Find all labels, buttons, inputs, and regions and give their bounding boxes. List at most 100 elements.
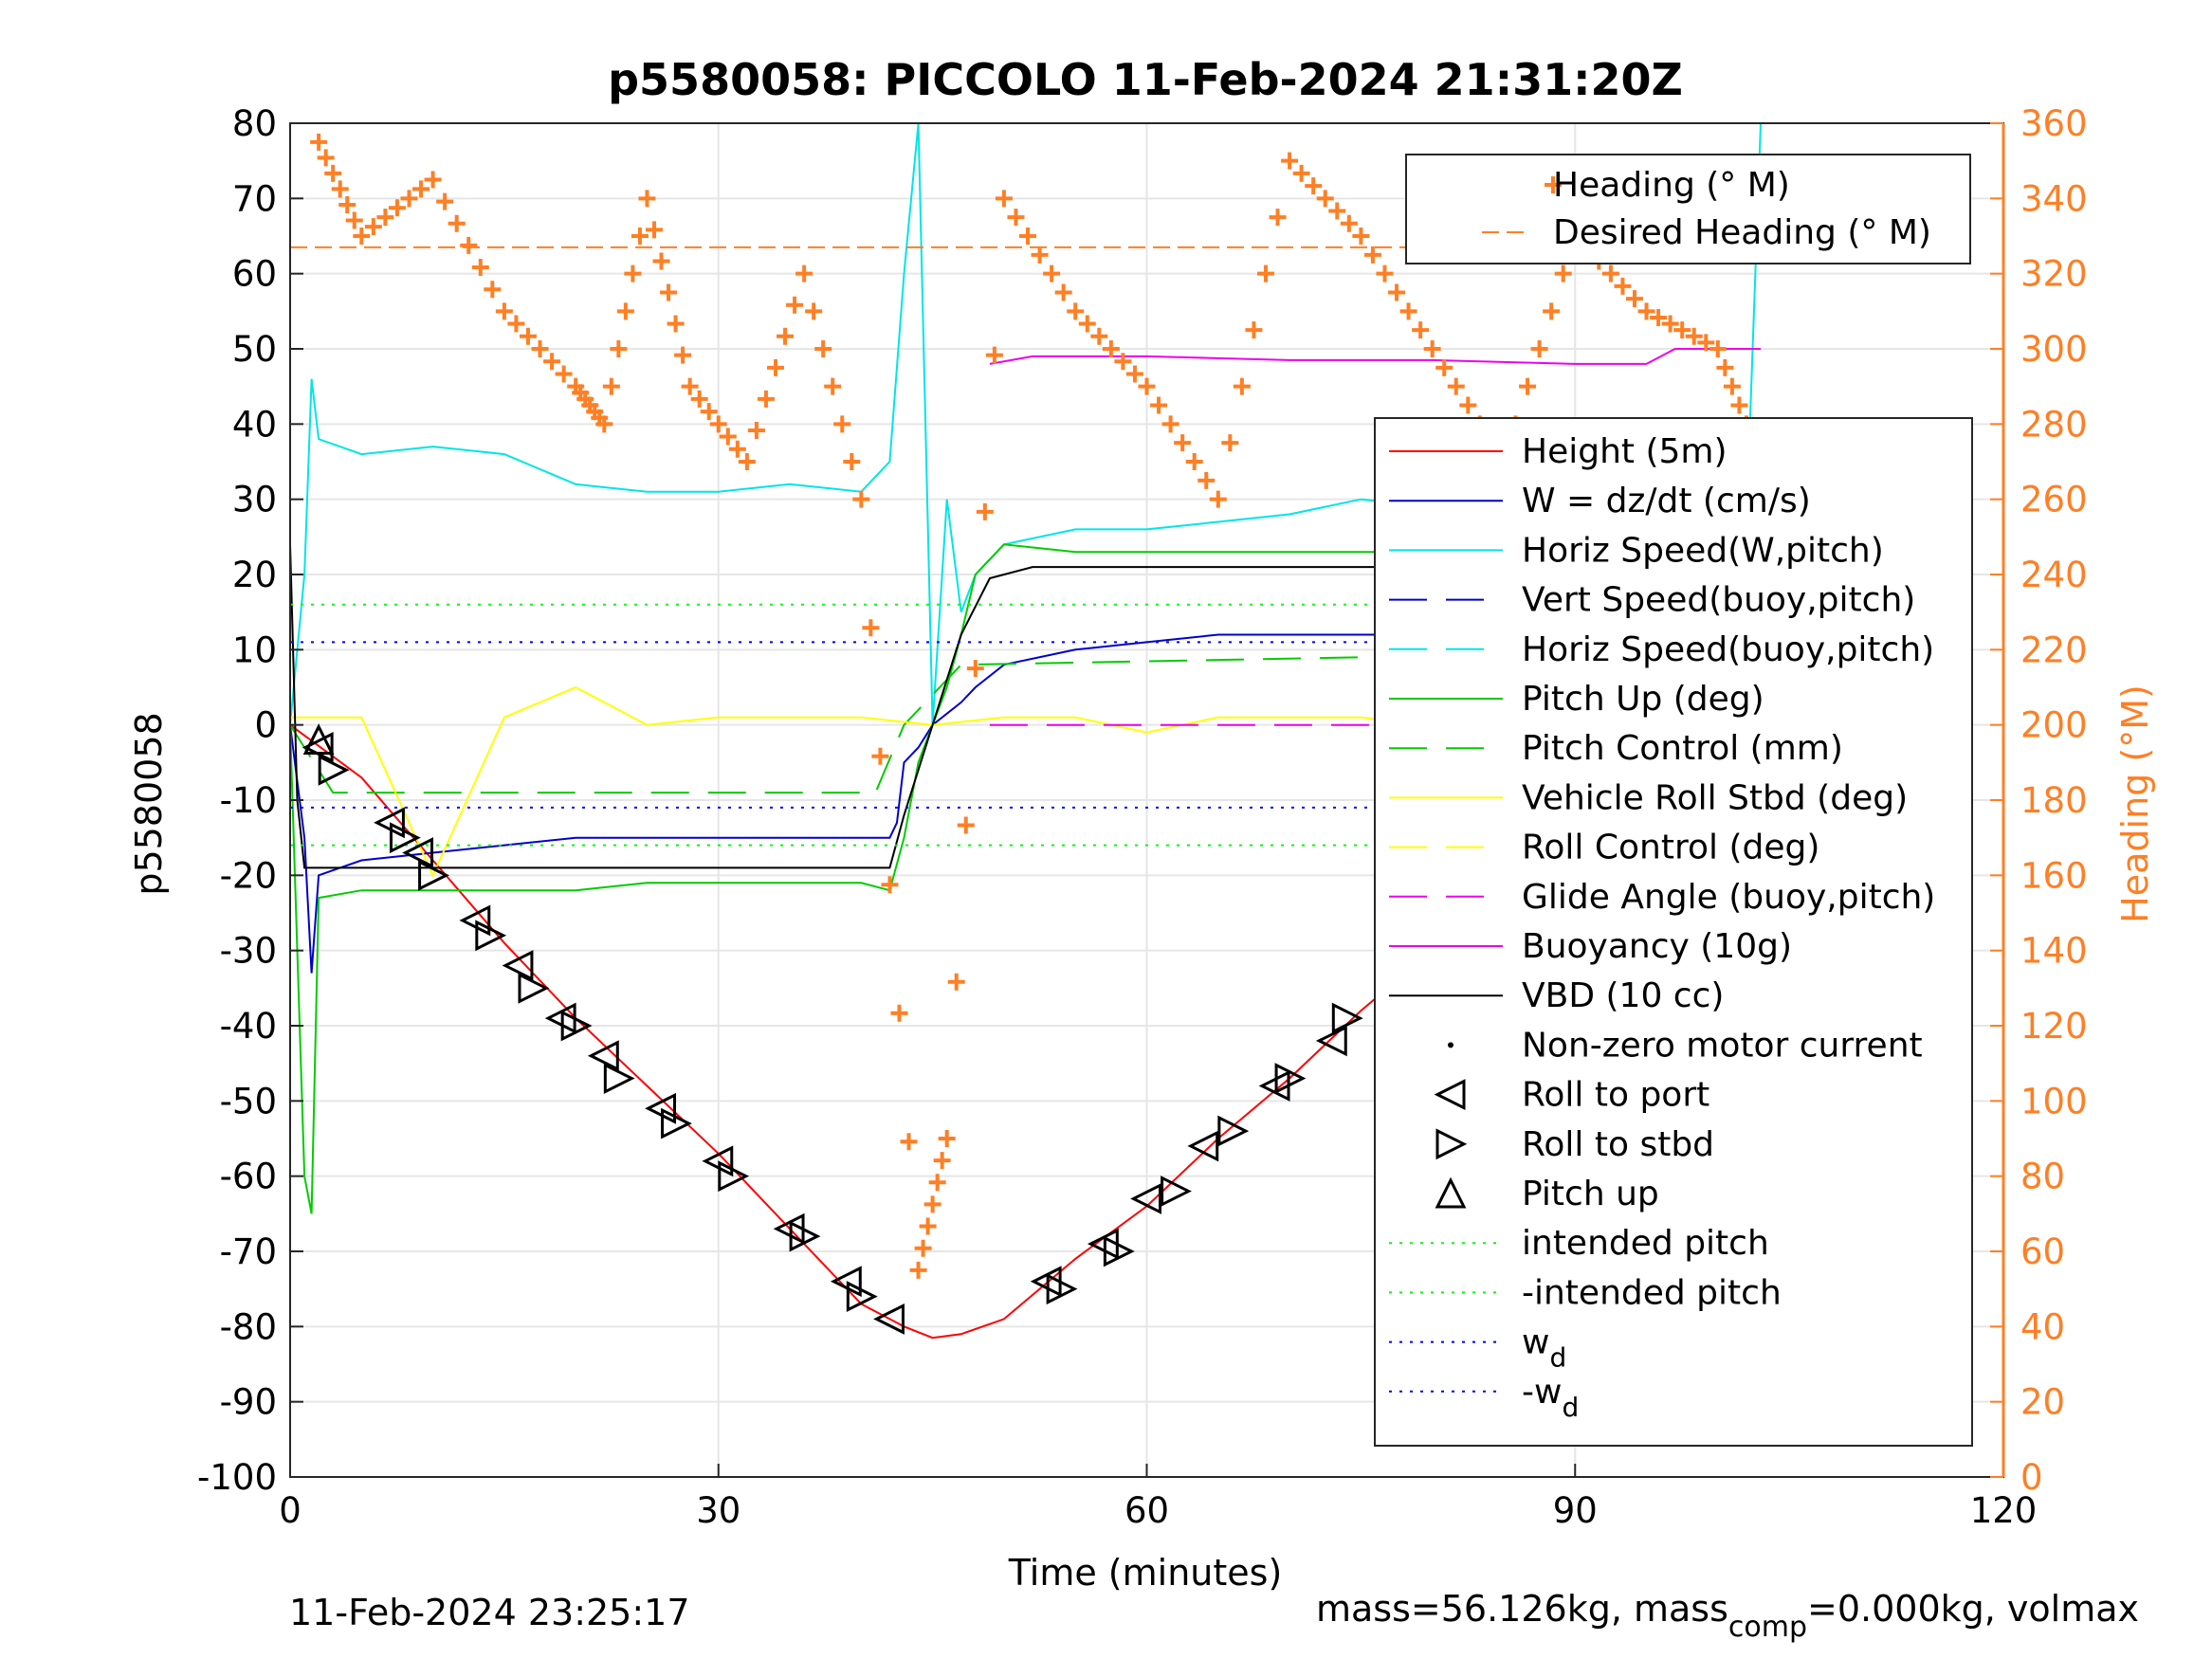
heading-point [1114, 353, 1132, 371]
heading-point [1209, 490, 1227, 508]
heading-point [852, 490, 870, 508]
y-tick-label-left: -90 [220, 1382, 277, 1423]
heading-point [1614, 277, 1632, 295]
y-tick-label-right: 200 [2020, 705, 2088, 746]
y-tick-label-left: 60 [232, 254, 277, 295]
roll-to-stbd-marker [475, 920, 507, 952]
heading-point [1125, 365, 1143, 383]
x-tick-label: 30 [696, 1490, 740, 1531]
heading-point [947, 973, 965, 991]
main-legend: Height (5m) W = dz/dt (cm/s) Horiz Speed(W… [1374, 417, 1973, 1447]
heading-point [805, 302, 823, 320]
heading-point [1054, 283, 1072, 301]
heading-point [938, 1130, 956, 1147]
y-tick-label-left: 10 [232, 629, 277, 670]
roll-to-port-marker [1315, 1025, 1347, 1057]
roll-to-stbd-marker [389, 822, 421, 854]
heading-point [1007, 209, 1025, 227]
heading-point [1697, 334, 1715, 352]
heading-point [985, 346, 1003, 364]
heading-point [1435, 358, 1453, 376]
heading-point [652, 252, 670, 270]
heading-point [719, 428, 737, 446]
heading-point [900, 1133, 918, 1151]
y-ticks-left: 80 70 60 50 40 30 20 10 0 -10 -20 -30 -40 -50 -60 -70 -8… [197, 103, 303, 1498]
legend-label: Vehicle Roll Stbd (deg) [1522, 778, 1908, 817]
heading-point [519, 327, 537, 345]
roll-to-stbd-marker [1046, 1273, 1078, 1305]
heading-point [1459, 396, 1477, 414]
heading-point [471, 259, 489, 277]
heading-point [595, 415, 613, 433]
roll-to-stbd-marker [1161, 1176, 1192, 1207]
heading-point [766, 358, 784, 376]
y-tick-label-right: 60 [2020, 1231, 2065, 1272]
heading-point [424, 171, 442, 189]
heading-point [1019, 228, 1037, 245]
y-tick-label-right: 100 [2020, 1081, 2088, 1121]
y-tick-label-left: 0 [254, 705, 277, 746]
heading-point [1650, 308, 1668, 326]
y-ticks-right: 3603403203002802602402202001801601401201… [1990, 103, 2088, 1498]
legend-label-subscript: d [1562, 1392, 1579, 1423]
heading-point [1637, 302, 1655, 320]
roll-to-stbd-marker [518, 972, 550, 1004]
heading-point [919, 1217, 937, 1235]
heading-point [1281, 152, 1299, 170]
heading-point [645, 221, 663, 239]
heading-point [543, 353, 561, 371]
y-tick-label-left: -10 [220, 780, 277, 821]
x-axis-label: Time (minutes) [1008, 1552, 1283, 1594]
heading-point [1519, 377, 1537, 395]
heading-point [1138, 377, 1156, 395]
heading-point [1601, 264, 1619, 283]
heading-point [681, 377, 699, 395]
heading-point [1412, 321, 1430, 339]
y-tick-label-left: 70 [232, 178, 277, 219]
y-tick-label-right: 120 [2020, 1006, 2088, 1047]
heading-point [674, 346, 692, 364]
heading-point [1078, 315, 1096, 333]
heading-legend-label: Heading (° M) [1553, 166, 1790, 205]
chart-title: p5580058: PICCOLO 11-Feb-2024 21:31:20Z [608, 54, 1683, 105]
roll-to-port-marker [402, 837, 434, 868]
heading-point [1363, 246, 1381, 264]
heading-legend: Heading (° M) Desired Heading (° M) [1405, 154, 1971, 264]
footer-date: 11-Feb-2024 23:25:17 [289, 1592, 690, 1633]
y-tick-label-left: 30 [232, 480, 277, 520]
heading-point [709, 415, 727, 433]
heading-point [555, 365, 573, 383]
heading-point [881, 876, 899, 894]
roll-to-stbd-marker [1217, 1115, 1250, 1147]
x-ticks: 0 30 60 90 120 [279, 1464, 2037, 1531]
y-tick-label-right: 240 [2020, 555, 2088, 595]
heading-point [1730, 396, 1748, 414]
legend-label: Height (5m) [1522, 432, 1728, 471]
y-tick-label-right: 280 [2020, 404, 2088, 445]
legend-label: Buoyancy (10g) [1522, 927, 1792, 966]
heading-point [495, 302, 513, 320]
legend-label: Horiz Speed(W,pitch) [1522, 531, 1884, 570]
heading-point [1269, 209, 1287, 227]
roll-to-stbd-marker [1274, 1063, 1307, 1094]
heading-point [388, 199, 406, 217]
roll-to-stbd-marker [418, 859, 449, 891]
y-tick-label-left: 40 [232, 404, 277, 445]
heading-point [1233, 377, 1251, 395]
legend-swatch [1435, 1128, 1468, 1160]
heading-point [631, 228, 649, 245]
heading-point [1376, 264, 1394, 283]
heading-point [364, 218, 382, 236]
heading-point [1685, 327, 1703, 345]
legend-label: Glide Angle (buoy,pitch) [1522, 878, 1935, 917]
roll-to-stbd-marker [661, 1107, 692, 1139]
heading-point [1661, 315, 1679, 333]
heading-point [795, 264, 814, 283]
y-tick-label-right: 300 [2020, 329, 2088, 370]
heading-point [531, 340, 549, 357]
roll-to-stbd-marker [789, 1220, 821, 1252]
roll-to-stbd-marker [718, 1160, 750, 1193]
heading-legend-box [1405, 154, 1971, 264]
legend-label: Roll to stbd [1522, 1125, 1714, 1164]
heading-point [1031, 246, 1049, 264]
